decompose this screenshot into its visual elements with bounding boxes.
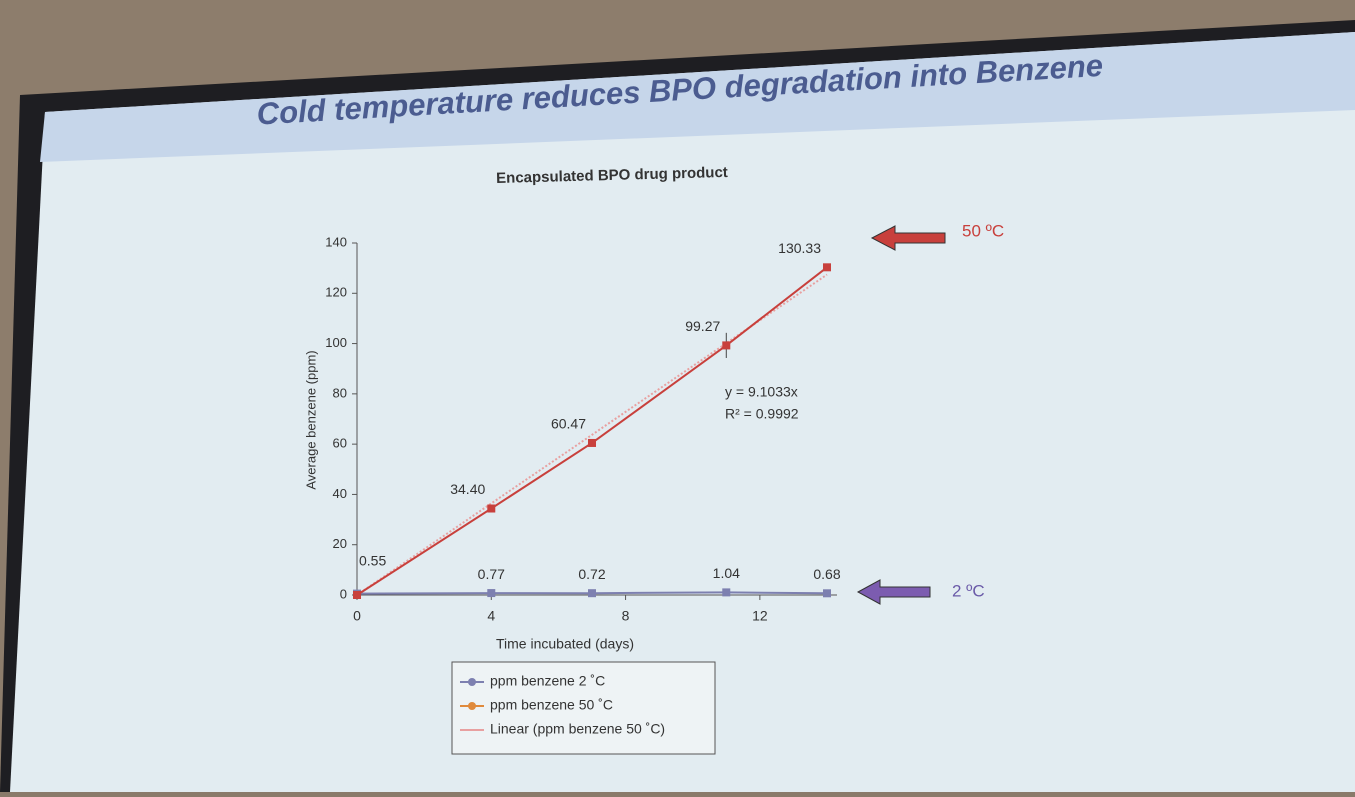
data-label: 0.55: [359, 552, 386, 568]
x-tick-label: 4: [487, 608, 495, 624]
equation: y = 9.1033x: [725, 384, 798, 400]
legend-label: Linear (ppm benzene 50 ˚C): [490, 721, 665, 737]
data-label: 130.33: [778, 240, 821, 256]
legend-marker: [468, 702, 476, 710]
x-axis-label: Time incubated (days): [496, 636, 634, 652]
x-tick-label: 8: [622, 608, 630, 624]
data-label: 0.72: [578, 566, 605, 582]
data-point: [588, 589, 596, 597]
data-point: [353, 591, 361, 599]
r-squared: R² = 0.9992: [725, 406, 799, 422]
data-point: [588, 439, 596, 447]
y-tick-label: 60: [333, 436, 347, 451]
data-point: [823, 589, 831, 597]
y-tick-label: 120: [325, 285, 347, 300]
legend-label: ppm benzene 50 ˚C: [490, 697, 613, 713]
data-point: [722, 341, 730, 349]
x-tick-label: 0: [353, 608, 361, 624]
annotation: 2 ºC: [952, 581, 985, 600]
y-tick-label: 80: [333, 385, 347, 400]
y-axis-label: Average benzene (ppm): [303, 350, 318, 489]
legend-label: ppm benzene 2 ˚C: [490, 673, 605, 689]
data-label: 99.27: [685, 318, 720, 334]
data-label: 34.40: [450, 481, 485, 497]
data-point: [487, 589, 495, 597]
y-tick-label: 0: [340, 586, 347, 601]
annotation: 50 ºC: [962, 221, 1004, 240]
data-label: 0.77: [478, 566, 505, 582]
data-label: 60.47: [551, 416, 586, 432]
y-tick-label: 140: [325, 234, 347, 249]
data-point: [823, 263, 831, 271]
slide-photo: Cold temperature reduces BPO degradation…: [0, 0, 1355, 792]
legend-marker: [468, 678, 476, 686]
y-tick-label: 40: [333, 486, 347, 501]
data-label: 1.04: [713, 565, 740, 581]
x-tick-label: 12: [752, 608, 768, 624]
data-point: [722, 588, 730, 596]
y-tick-label: 100: [325, 335, 347, 350]
data-point: [487, 505, 495, 513]
y-tick-label: 20: [333, 536, 347, 551]
data-label: 0.68: [813, 566, 840, 582]
